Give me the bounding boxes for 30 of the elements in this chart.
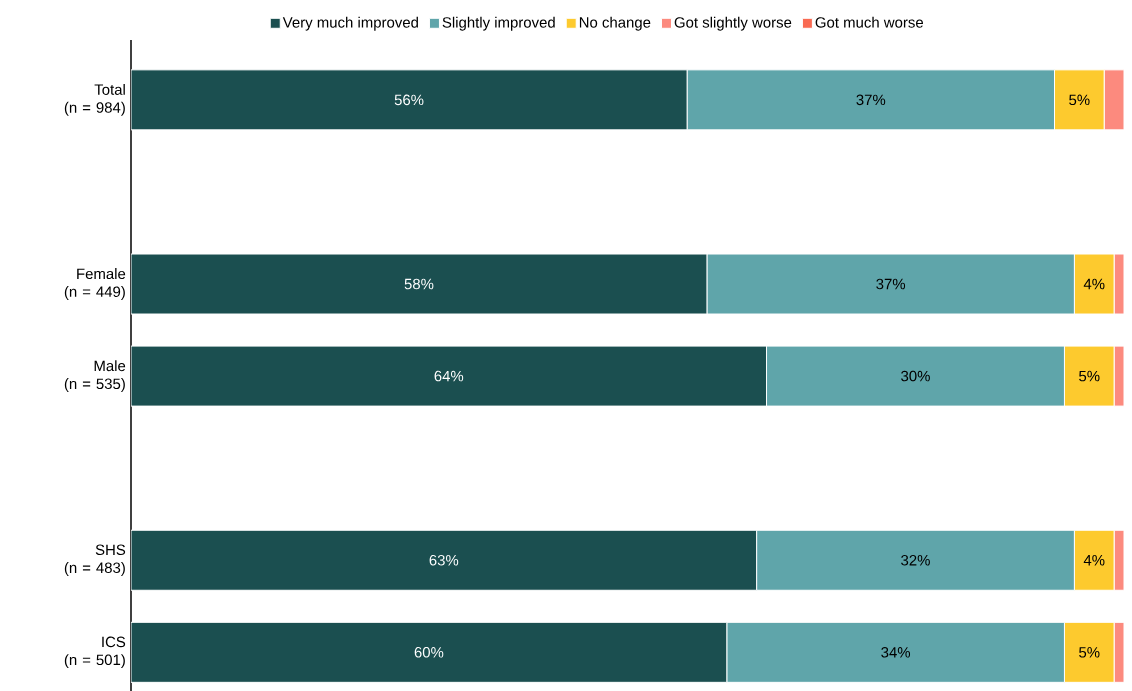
y-tick-label: Male (n = 535) [64,360,126,393]
data-label: 60% [414,647,444,658]
y-tick-label: ICS (n = 501) [64,636,126,669]
legend-label: No change [579,16,651,31]
data-label: 4% [1083,555,1105,566]
data-label: 5% [1069,94,1090,106]
legend-label: Slightly improved [442,16,555,31]
data-label: 37% [876,278,906,290]
bar [131,345,768,407]
bar [131,69,688,131]
y-tick-label: SHS (n = 483) [64,544,126,576]
data-label: 5% [1079,647,1100,658]
legend-label: Got much worse [815,16,923,28]
bar [131,621,728,683]
data-label: 64% [434,370,464,382]
data-label: 63% [429,554,459,566]
data-label: 5% [1079,370,1100,382]
data-label: 56% [394,94,424,106]
data-label: 34% [881,647,911,658]
bar [131,253,708,315]
legend-label: Very much improved [282,16,418,31]
legend-label: Got slightly worse [674,16,792,31]
bar [131,529,758,591]
data-label: 58% [404,278,434,290]
y-tick-label: Total (n = 984) [64,83,125,116]
data-label: 30% [901,370,930,382]
data-label: 4% [1083,278,1105,290]
data-label: 32% [901,554,930,566]
data-label: 37% [856,94,886,106]
y-tick-label: Female (n = 449) [64,268,126,300]
